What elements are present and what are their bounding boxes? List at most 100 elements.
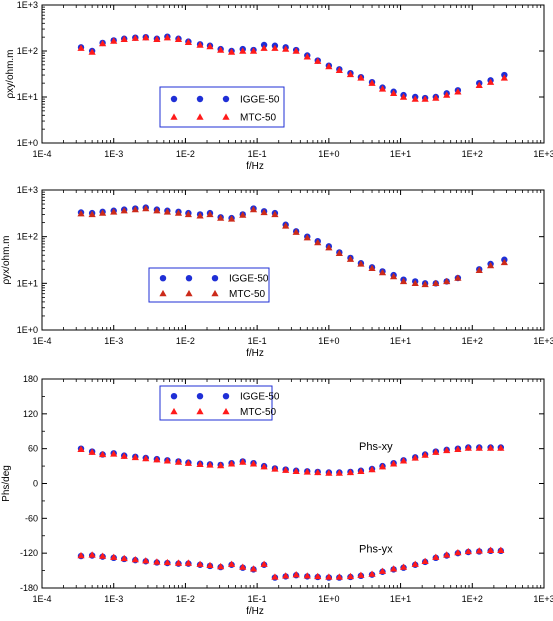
legend-marker (185, 289, 193, 297)
data-point (271, 465, 279, 472)
y-tick-label: 1E+0 (17, 138, 38, 148)
data-point (163, 558, 171, 566)
data-point (292, 47, 300, 54)
x-tick-label: 1E-2 (176, 594, 195, 604)
x-tick-label: 1E-3 (104, 149, 123, 159)
data-point (475, 266, 483, 274)
data-point (120, 452, 128, 459)
data-point (239, 211, 247, 218)
legend-marker (222, 407, 230, 415)
data-point (239, 47, 247, 54)
data-point (142, 557, 150, 564)
x-tick-label: 1E-3 (104, 594, 123, 604)
data-point (131, 206, 139, 213)
data-point (249, 565, 258, 572)
series-unnamed-3 (77, 546, 505, 580)
data-point (411, 560, 419, 567)
chart-phase: 1E-4 1E-3 1E-2 1E-1 1E+0 1E+1 1E+2 1E+3 180 120 60… (1, 374, 553, 617)
data-point (325, 573, 333, 580)
data-point (486, 444, 495, 451)
data-point (443, 91, 451, 98)
data-point (110, 450, 118, 457)
data-point (303, 572, 311, 579)
x-tick-label: 1E+1 (390, 594, 411, 604)
y-tick-label: 1E+1 (17, 278, 38, 288)
data-point (486, 546, 495, 553)
data-point (282, 45, 290, 52)
data-point (454, 274, 462, 281)
data-point (227, 48, 236, 55)
data-point (454, 445, 462, 452)
data-point (206, 210, 214, 218)
data-point (378, 85, 387, 92)
data-point (88, 448, 96, 455)
data-point (227, 560, 236, 567)
data-point (357, 571, 365, 578)
y-axis-label: Phs/deg (1, 465, 12, 502)
data-point (153, 456, 161, 463)
legend-label: MTC-50 (240, 113, 277, 124)
data-point (120, 35, 128, 42)
x-axis-label: f/Hz (246, 348, 264, 359)
data-point (454, 88, 462, 95)
data-point (271, 44, 279, 51)
data-point (184, 459, 192, 466)
data-point (110, 553, 118, 560)
y-tick-label: -60 (25, 513, 38, 523)
x-tick-label: 1E-4 (32, 594, 51, 604)
data-point (77, 551, 85, 559)
y-tick-label: 60 (28, 444, 38, 454)
data-point (314, 238, 322, 246)
data-point (421, 451, 429, 458)
data-point (184, 210, 192, 218)
data-point (443, 277, 451, 285)
x-tick-label: 1E+2 (462, 594, 483, 604)
x-tick-label: 1E-1 (248, 594, 267, 604)
data-point (99, 39, 107, 47)
legend: IGGE-50 MTC-50 (159, 86, 285, 128)
x-tick-label: 1E-1 (248, 149, 267, 159)
x-tick-label: 1E-1 (248, 336, 267, 346)
data-point (346, 70, 355, 78)
x-tick-label: 1E-2 (176, 336, 195, 346)
data-point (346, 255, 355, 262)
data-point (390, 565, 398, 572)
data-point (110, 37, 118, 44)
data-point (346, 468, 355, 476)
data-point (432, 448, 440, 455)
data-point (249, 206, 258, 213)
y-tick-label: 1E+0 (17, 325, 38, 335)
data-point (325, 469, 333, 476)
data-point (411, 454, 419, 461)
data-point (206, 42, 214, 50)
data-point (77, 44, 85, 51)
data-point (271, 573, 279, 580)
y-tick-label: 1E+3 (17, 185, 38, 195)
data-point (99, 552, 107, 559)
data-point (314, 572, 322, 580)
data-point (486, 261, 495, 269)
x-tick-label: 1E+0 (318, 336, 339, 346)
data-point (260, 463, 268, 470)
data-point (390, 272, 398, 280)
data-point (411, 95, 419, 102)
legend-label: MTC-50 (240, 407, 277, 418)
legend-label: IGGE-50 (240, 392, 280, 403)
chart-rho_yx: 1E-4 1E-3 1E-2 1E-1 1E+0 1E+1 1E+2 1E+3 1E+0 1E+1… (1, 185, 553, 359)
data-point (249, 47, 258, 54)
data-point (421, 280, 429, 288)
data-point (142, 204, 150, 212)
data-point (497, 444, 505, 451)
legend-marker (185, 275, 193, 282)
data-point (163, 34, 171, 41)
x-tick-label: 1E-4 (32, 149, 51, 159)
data-point (217, 214, 225, 221)
legend-marker (170, 393, 178, 400)
data-point (163, 457, 171, 464)
data-point (303, 53, 311, 60)
x-tick-label: 1E+2 (462, 149, 483, 159)
legend-box (159, 86, 285, 128)
data-point (120, 554, 128, 562)
data-point (249, 460, 258, 467)
data-point (368, 570, 376, 577)
